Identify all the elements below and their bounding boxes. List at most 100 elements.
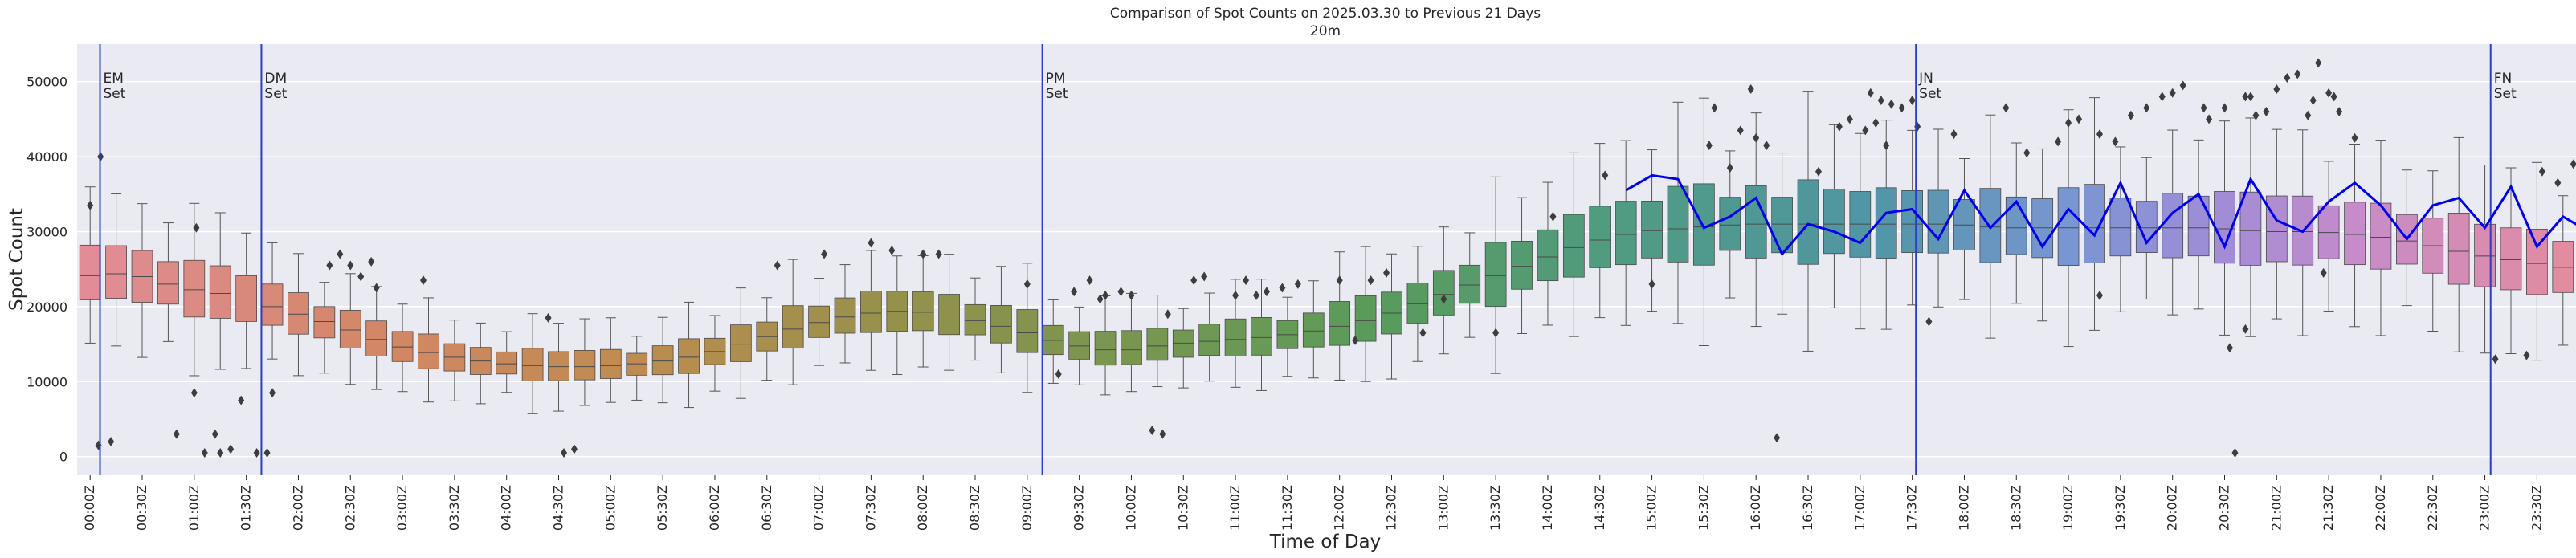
plot-background [77, 44, 2576, 475]
x-tick-label: 23:30Z [2529, 485, 2544, 531]
box [1667, 185, 1689, 263]
box [599, 348, 622, 379]
y-axis-label: Spot Count [6, 208, 27, 311]
box [626, 352, 648, 376]
x-tick-label: 08:30Z [967, 485, 982, 531]
outlier-point [1201, 271, 1208, 282]
outlier-point [1862, 125, 1869, 136]
outlier-point [2284, 73, 2291, 83]
outlier-point [2096, 129, 2103, 140]
boxes [79, 179, 2574, 382]
outlier-point [1367, 275, 1374, 286]
outlier-point [1763, 141, 1770, 151]
x-tick-label: 06:00Z [707, 485, 722, 531]
y-tick-label: 20000 [27, 299, 67, 315]
outlier-point [1726, 163, 1733, 173]
chart-subtitle: 20m [1310, 23, 1341, 39]
box [1094, 331, 1117, 366]
outlier-point [253, 447, 260, 458]
box [1121, 330, 1142, 365]
x-tick-label: 20:00Z [2165, 485, 2180, 531]
outlier-point [217, 447, 224, 458]
outlier-point [1294, 279, 1301, 289]
box [418, 333, 439, 369]
box [1302, 312, 1325, 348]
outliers [87, 58, 2576, 458]
outlier-point [347, 260, 354, 271]
outlier-point [238, 395, 245, 405]
outlier-point [2263, 107, 2270, 117]
outlier-point [2096, 290, 2103, 300]
outlier-point [2143, 103, 2150, 113]
x-tick-label: 10:00Z [1123, 485, 1138, 531]
y-tick-label: 0 [59, 450, 67, 465]
outlier-point [173, 429, 180, 439]
box [288, 292, 309, 335]
outlier-point [1737, 125, 1744, 136]
outlier-point [2294, 69, 2301, 79]
x-tick-label: 09:30Z [1072, 485, 1087, 531]
outlier-point [2158, 92, 2166, 102]
box [1797, 179, 1819, 265]
box [1459, 264, 1481, 304]
box [1875, 187, 1897, 259]
x-tick-label: 09:00Z [1019, 485, 1035, 531]
box [1589, 206, 1611, 268]
box [2500, 227, 2522, 291]
x-tick-label: 02:00Z [290, 485, 305, 531]
box [2109, 198, 2132, 257]
outlier-point [2309, 96, 2317, 106]
outlier-point [1835, 121, 1843, 132]
outlier-point [570, 444, 578, 454]
x-tick-label: 13:00Z [1435, 485, 1451, 531]
box [574, 350, 596, 381]
box [521, 348, 544, 382]
outlier-point [2206, 114, 2213, 124]
box [339, 310, 361, 348]
box [209, 265, 231, 319]
box [964, 303, 986, 336]
box [1354, 295, 1377, 342]
x-axis-label: Time of Day [1269, 532, 1382, 552]
set-marker-sublabel: Set [104, 86, 126, 102]
outlier-point [1898, 103, 1905, 113]
outlier-point [2169, 88, 2176, 98]
x-tick-label: 12:00Z [1332, 485, 1347, 531]
box [2447, 213, 2470, 285]
outlier-point [2492, 354, 2499, 365]
x-tick-label: 00:30Z [134, 485, 149, 531]
box [1406, 282, 1429, 324]
box [1172, 329, 1194, 358]
outlier-point [87, 200, 94, 210]
box [105, 245, 127, 299]
outlier-point [1711, 103, 1718, 113]
current-day-line [1625, 173, 2576, 257]
outlier-point [1602, 170, 1609, 181]
outlier-point [357, 271, 365, 282]
box [1641, 200, 1663, 259]
outlier-point [2247, 92, 2254, 102]
box [157, 261, 179, 305]
x-axis-ticks: 00:00Z 00:30Z 01:00Z 01:30Z 02:00Z 02:30Z 03:0… [82, 475, 2544, 531]
box [1901, 189, 1924, 254]
x-tick-label: 01:30Z [239, 485, 254, 531]
outlier-point [420, 275, 427, 286]
set-marker-label: PM [1046, 71, 1066, 87]
set-marker-sublabel: Set [264, 86, 287, 102]
x-tick-label: 07:00Z [811, 485, 827, 531]
outlier-point [1419, 328, 1427, 338]
set-marker-sublabel: Set [1919, 86, 1941, 102]
outlier-point [1243, 275, 1250, 286]
x-tick-label: 16:30Z [1800, 485, 1815, 531]
x-tick-label: 17:00Z [1852, 485, 1868, 531]
box [2239, 191, 2262, 266]
outlier-point [2179, 80, 2186, 91]
box [1719, 197, 1741, 251]
x-tick-label: 08:00Z [915, 485, 930, 531]
x-tick-label: 22:00Z [2373, 485, 2388, 531]
outlier-point [1774, 433, 1781, 443]
box [860, 291, 882, 333]
outlier-point [1909, 96, 1916, 106]
chart-title: Comparison of Spot Counts on 2025.03.30 … [1110, 6, 1541, 22]
